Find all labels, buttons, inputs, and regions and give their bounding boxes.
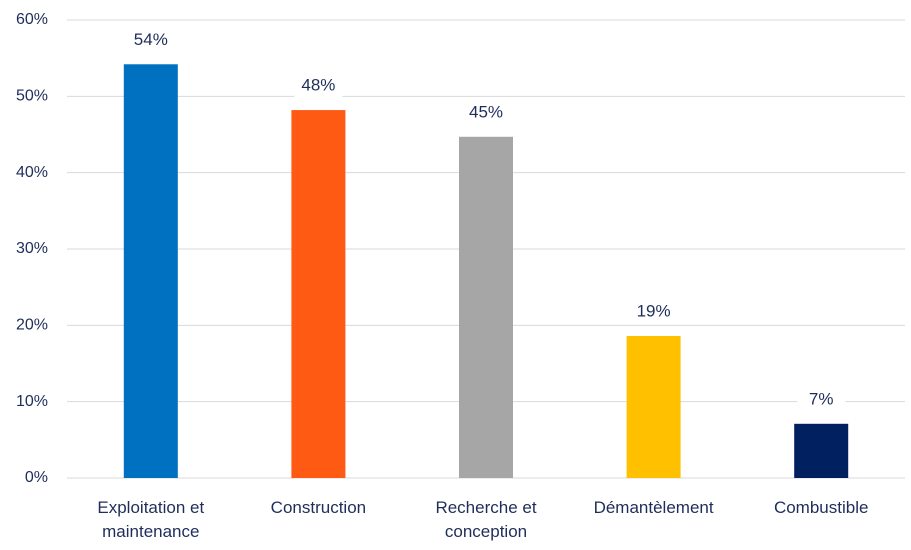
y-tick-label: 50% — [16, 88, 48, 105]
y-tick-label: 60% — [16, 11, 48, 28]
data-label: 45% — [469, 102, 503, 121]
y-tick-label: 0% — [25, 469, 48, 486]
label-background — [462, 101, 510, 124]
label-background — [797, 388, 846, 411]
bar — [626, 336, 681, 478]
y-tick-label: 20% — [16, 317, 48, 334]
data-label: 54% — [134, 30, 168, 49]
data-label: 48% — [301, 76, 335, 95]
x-tick-label: Démantèlement — [593, 498, 714, 517]
bar — [291, 110, 346, 478]
label-background — [294, 75, 343, 98]
x-tick-label: Exploitation et maintenance — [97, 498, 205, 541]
y-tick-label: 30% — [16, 240, 48, 257]
y-tick-label: 10% — [16, 393, 48, 410]
bar — [459, 136, 513, 479]
bar — [794, 423, 849, 478]
x-tick-label: Combustible — [773, 498, 869, 517]
x-tick-label: Recherche et conception — [435, 498, 537, 541]
y-tick-label: 40% — [16, 164, 48, 181]
label-background — [629, 301, 678, 324]
bar — [123, 64, 178, 479]
data-label: 19% — [637, 302, 671, 321]
x-tick-label: Construction — [270, 498, 367, 517]
data-label: 7% — [809, 389, 834, 408]
label-background — [126, 29, 175, 52]
